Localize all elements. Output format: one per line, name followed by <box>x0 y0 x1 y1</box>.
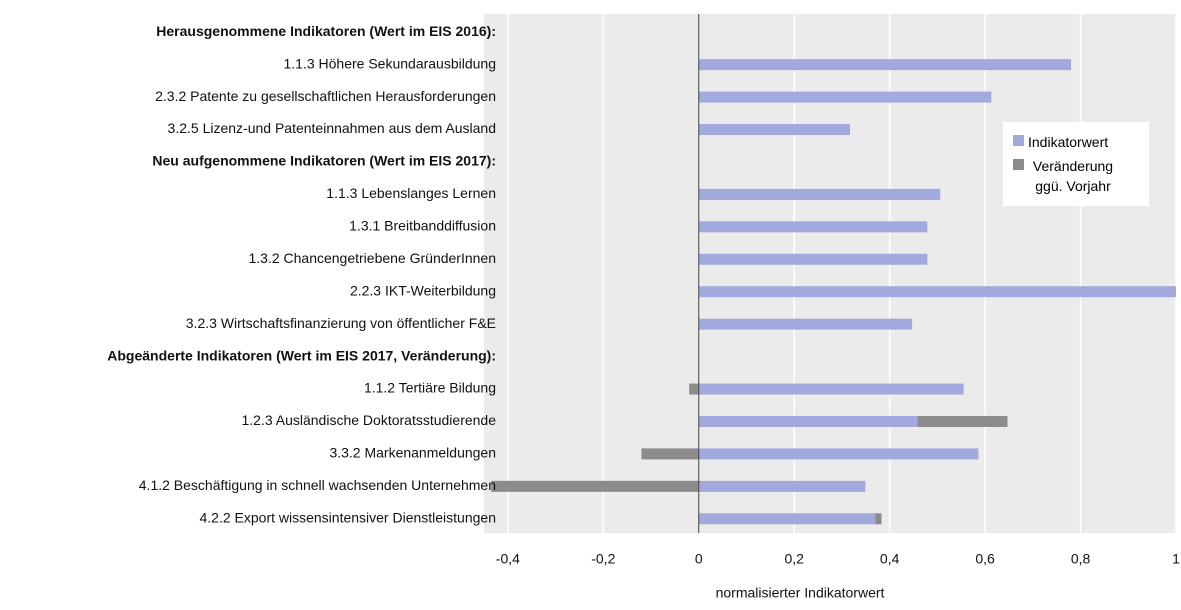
bar <box>875 513 882 525</box>
legend-label: Indikatorwert <box>1028 134 1109 150</box>
x-tick-label: -0,2 <box>591 551 615 567</box>
bars <box>491 59 1176 525</box>
x-tick-label: 0,6 <box>975 551 995 567</box>
bar <box>698 415 918 427</box>
bar <box>698 253 928 265</box>
bar <box>917 415 1008 427</box>
group-header: Herausgenommene Indikatoren (Wert im EIS… <box>156 23 496 39</box>
x-tick-label: 1 <box>1172 551 1180 567</box>
y-tick-label: 1.1.3 Lebenslanges Lernen <box>326 185 496 201</box>
y-tick-label: 3.3.2 Markenanmeldungen <box>329 445 496 461</box>
legend-item: Indikatorwert <box>1007 132 1145 152</box>
x-tick-label: 0 <box>695 551 703 567</box>
bar <box>698 188 941 200</box>
bar <box>698 124 851 136</box>
y-tick-label: 1.1.3 Höhere Sekundarausbildung <box>284 55 497 71</box>
bar <box>698 91 992 103</box>
y-tick-label: 2.2.3 IKT-Weiterbildung <box>350 282 496 298</box>
legend-label: Veränderung ggü. Vorjahr <box>1032 158 1114 194</box>
bar <box>698 221 928 233</box>
bar <box>698 513 876 525</box>
bar <box>698 59 1072 71</box>
x-tick-label: 0,8 <box>1071 551 1091 567</box>
y-tick-label: 3.2.5 Lizenz-und Patenteinnahmen aus dem… <box>168 120 496 136</box>
bar <box>689 383 699 395</box>
y-tick-label: 1.3.2 Chancengetriebene GründerInnen <box>248 250 496 266</box>
bar <box>698 480 866 492</box>
x-tick-label: -0,4 <box>496 551 520 567</box>
bar <box>698 286 1176 298</box>
bar <box>698 318 913 330</box>
legend-swatch <box>1013 135 1024 146</box>
x-axis-label: normalisierter Indikatorwert <box>716 585 885 601</box>
y-tick-label: 1.1.2 Tertiäre Bildung <box>364 380 496 396</box>
y-tick-label: 4.1.2 Beschäftigung in schnell wachsende… <box>139 477 496 493</box>
y-tick-label: 2.3.2 Patente zu gesellschaftlichen Hera… <box>155 88 496 104</box>
bar <box>698 448 979 460</box>
y-tick-label: 4.2.2 Export wissensintensiver Dienstlei… <box>200 509 497 525</box>
legend-item: Veränderung ggü. Vorjahr <box>1007 156 1145 196</box>
y-tick-label: 1.2.3 Ausländische Doktoratsstudierende <box>242 412 497 428</box>
bar <box>491 480 699 492</box>
y-tick-label: 1.3.1 Breitbanddiffusion <box>349 218 496 234</box>
bar <box>698 383 964 395</box>
y-tick-label: 3.2.3 Wirtschaftsfinanzierung von öffent… <box>186 315 496 331</box>
x-tick-label: 0,2 <box>784 551 804 567</box>
x-tick-label: 0,4 <box>880 551 900 567</box>
legend-swatch <box>1013 159 1024 170</box>
group-header: Abgeänderte Indikatoren (Wert im EIS 201… <box>107 347 496 363</box>
bar <box>641 448 699 460</box>
legend: Indikatorwert Veränderung ggü. Vorjahr <box>1003 122 1149 206</box>
group-header: Neu aufgenommene Indikatoren (Wert im EI… <box>152 153 496 169</box>
